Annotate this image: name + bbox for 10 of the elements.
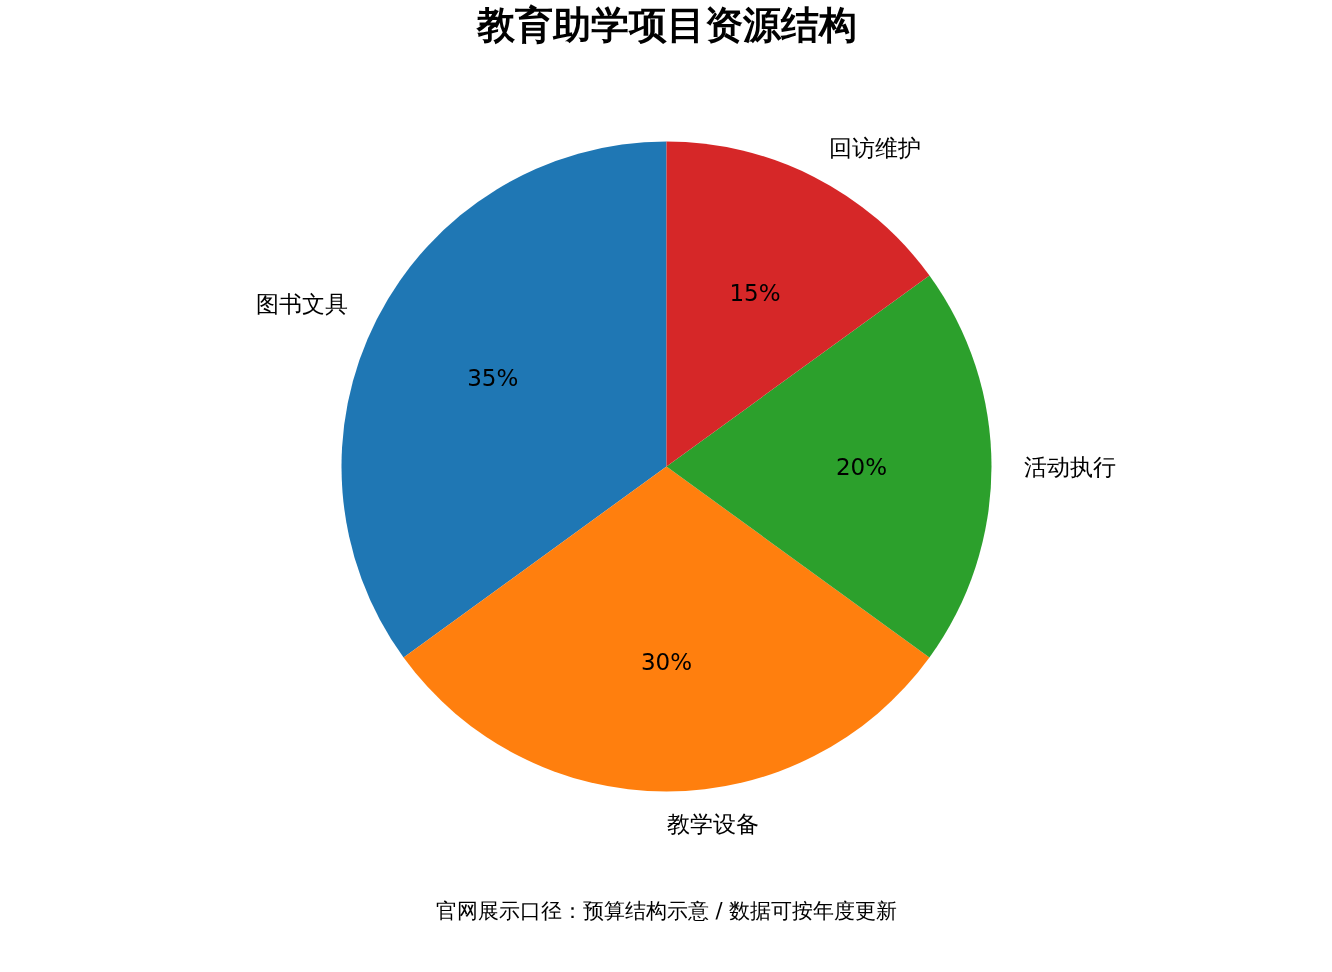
slice-label: 教学设备 bbox=[666, 811, 759, 837]
data-label: 35% bbox=[467, 364, 519, 391]
data-label: 15% bbox=[729, 279, 781, 306]
slice-label: 图书文具 bbox=[255, 291, 348, 318]
chart-title: 教育助学项目资源结构 bbox=[475, 2, 857, 47]
data-label: 20% bbox=[835, 453, 888, 480]
slice-label: 活动执行 bbox=[1024, 453, 1116, 480]
data-label: 30% bbox=[640, 648, 693, 675]
text: 官网展示口径：预算结构示意 / 数据可按年度更新 bbox=[435, 898, 898, 923]
slice-label: 回访维护 bbox=[828, 134, 921, 161]
